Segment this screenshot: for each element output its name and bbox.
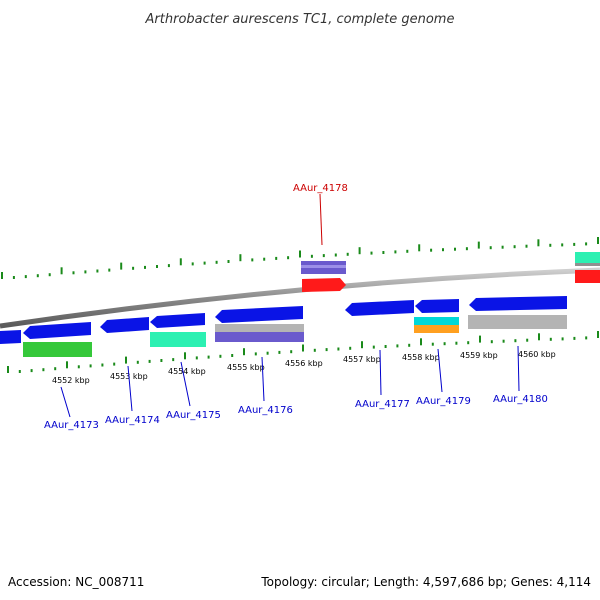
gene-arrow-aaur-4179[interactable] [415,299,459,313]
kbp-label: 4557 kbp [343,355,381,364]
kbp-label: 4554 kbp [168,367,206,376]
feature-cyan-aaur-4179[interactable] [414,317,459,325]
gene-label-aaur-4180[interactable]: AAur_4180 [493,394,548,405]
gene-arrow-aaur-4180[interactable] [469,296,567,311]
kbp-label: 4555 kbp [227,363,265,372]
feature-red-right-edge[interactable] [575,270,600,283]
kbp-scale-labels: 4552 kbp 4553 kbp 4554 kbp 4555 kbp 4556… [52,350,556,385]
kbp-label: 4552 kbp [52,376,90,385]
genome-backbone [0,267,600,329]
kbp-label: 4558 kbp [402,353,440,362]
gene-label-aaur-4175[interactable]: AAur_4175 [166,410,221,421]
map-title: Arthrobacter aurescens TC1, complete gen… [145,12,455,27]
gene-label-aaur-4177[interactable]: AAur_4177 [355,399,410,410]
accession-text: Accession: NC_008711 [8,575,144,589]
gene-arrow-aaur-4174[interactable] [100,317,149,333]
gene-labels: AAur_4173 AAur_4174 AAur_4175 AAur_4176 … [44,183,548,431]
kbp-label: 4556 kbp [285,359,323,368]
kbp-label: 4559 kbp [460,351,498,360]
gene-label-aaur-4179[interactable]: AAur_4179 [416,396,471,407]
gene-leader-lines [60,193,520,418]
gene-arrow-aaur-4175[interactable] [150,313,205,328]
topology-summary: Topology: circular; Length: 4,597,686 bp… [260,575,591,589]
inner-tick-ring [7,331,599,373]
gene-arrow-aaur-4177[interactable] [345,300,414,316]
feature-aqua-right-edge[interactable] [575,252,600,263]
reverse-strand-genes [0,296,567,344]
outer-tick-ring [1,237,599,279]
gene-label-aaur-4174[interactable]: AAur_4174 [105,415,160,426]
gene-label-aaur-4173[interactable]: AAur_4173 [44,420,99,431]
feature-purple-aaur-4176[interactable] [215,332,304,342]
feature-green-aaur-4173[interactable] [23,342,92,357]
feature-gray-aaur-4176[interactable] [215,324,304,332]
gene-arrow-aaur-4173[interactable] [23,322,91,339]
gene-arrow-partial-left[interactable] [0,330,21,344]
feature-highlight [301,265,346,268]
feature-tracks [23,252,600,357]
gene-label-aaur-4176[interactable]: AAur_4176 [238,405,293,416]
gene-arrow-aaur-4176[interactable] [215,306,303,323]
feature-gray-strip [575,263,600,266]
feature-aqua-aaur-4175[interactable] [150,332,206,347]
feature-orange-aaur-4179[interactable] [414,325,459,333]
gene-arrow-aaur-4178[interactable] [302,278,346,292]
kbp-label: 4560 kbp [518,350,556,359]
feature-gray-aaur-4180[interactable] [468,315,567,329]
gene-label-aaur-4178[interactable]: AAur_4178 [293,183,348,194]
